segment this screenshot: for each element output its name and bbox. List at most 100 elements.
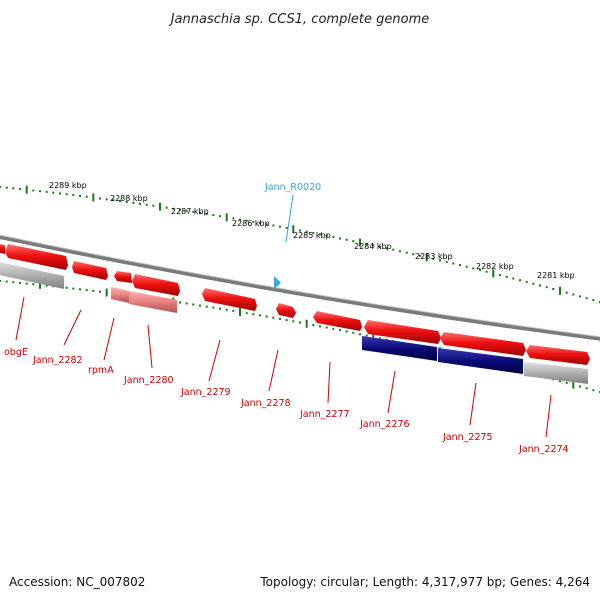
minor-tick	[319, 233, 321, 236]
minor-tick	[292, 320, 295, 323]
minor-tick	[205, 305, 208, 308]
gene-arrow[interactable]	[72, 261, 108, 280]
minor-tick	[105, 198, 108, 201]
minor-tick	[359, 333, 361, 336]
gene-arrow[interactable]	[114, 271, 132, 283]
minor-tick	[272, 316, 275, 319]
minor-tick	[279, 317, 281, 320]
gene-arrow[interactable]	[364, 320, 441, 344]
minor-tick	[12, 187, 15, 190]
minor-tick	[585, 387, 588, 390]
minor-tick	[232, 217, 235, 220]
minor-tick	[245, 312, 248, 315]
minor-tick	[272, 224, 275, 227]
minor-tick	[572, 293, 575, 296]
minor-tick	[325, 326, 328, 329]
minor-tick	[399, 250, 401, 253]
minor-tick	[592, 299, 595, 302]
minor-tick	[0, 186, 1, 188]
minor-tick	[339, 329, 341, 332]
minor-tick	[259, 222, 261, 225]
minor-tick	[465, 265, 468, 268]
outer-scale-ticks	[0, 185, 600, 303]
genome-summary-text: Topology: circular; Length: 4,317,977 bp…	[259, 575, 590, 589]
gene-label: Jann_2276	[359, 419, 410, 430]
minor-tick	[59, 192, 61, 195]
minor-tick	[99, 290, 101, 293]
rna-feature-marker[interactable]	[274, 276, 281, 289]
gene-arrow[interactable]	[202, 288, 257, 311]
minor-tick	[505, 275, 508, 278]
minor-tick	[332, 327, 335, 330]
major-tick	[572, 380, 575, 389]
minor-tick	[252, 313, 255, 316]
minor-tick	[352, 331, 355, 334]
minor-tick	[485, 270, 488, 273]
minor-tick	[365, 334, 368, 337]
minor-tick	[232, 309, 235, 312]
scale-label: 2281 kbp	[537, 271, 575, 280]
gene-bar-light[interactable]	[111, 287, 129, 303]
minor-tick	[119, 200, 121, 202]
gene-bar-grey[interactable]	[524, 362, 588, 384]
minor-tick	[65, 193, 68, 196]
gene-bar-blue[interactable]	[438, 348, 523, 374]
gene-arrow[interactable]	[526, 345, 590, 365]
major-tick	[559, 286, 561, 295]
minor-tick	[239, 218, 241, 221]
minor-tick	[99, 197, 101, 200]
minor-tick	[452, 262, 455, 265]
gene-bar-blue[interactable]	[362, 336, 437, 361]
gene-arrow[interactable]	[0, 243, 5, 254]
minor-tick	[5, 280, 8, 283]
minor-tick	[312, 232, 315, 235]
minor-tick	[459, 264, 461, 267]
major-tick	[239, 308, 241, 316]
minor-tick	[579, 385, 581, 388]
minor-tick	[265, 223, 268, 226]
minor-tick	[25, 282, 28, 285]
minor-tick	[352, 240, 355, 243]
major-tick	[159, 202, 161, 211]
minor-tick	[219, 307, 221, 310]
minor-tick	[565, 381, 568, 384]
genome-backbone-highlight	[0, 234, 600, 338]
major-tick	[372, 332, 375, 341]
gene-labels: obgE Jann_2282 rpmA Jann_2280 Jann_2279 …	[4, 347, 569, 455]
rna-label: Jann_R0020	[264, 182, 321, 193]
gene-bar-light[interactable]	[129, 291, 177, 313]
major-tick	[492, 269, 495, 278]
major-tick	[359, 238, 361, 247]
gene-arrow[interactable]	[132, 274, 180, 296]
minor-tick	[152, 204, 155, 207]
minor-tick	[279, 225, 281, 228]
minor-tick	[112, 199, 115, 202]
minor-tick	[185, 302, 188, 305]
minor-tick	[145, 203, 148, 206]
minor-tick	[512, 277, 515, 280]
minor-tick	[185, 209, 188, 212]
gene-arrow[interactable]	[440, 332, 526, 356]
minor-tick	[385, 247, 388, 250]
minor-tick	[39, 190, 41, 193]
minor-tick	[592, 389, 595, 392]
rna-leader-line	[285, 194, 294, 243]
gene-label: Jann_2280	[123, 375, 174, 386]
minor-tick	[199, 211, 201, 214]
minor-tick	[139, 202, 141, 205]
minor-tick	[532, 282, 535, 285]
minor-tick	[72, 287, 75, 290]
minor-tick	[519, 279, 521, 282]
gene-bar-grey[interactable]	[0, 261, 64, 289]
minor-tick	[32, 283, 35, 286]
gene-track-upper	[0, 243, 590, 365]
gene-arrow[interactable]	[276, 303, 296, 318]
major-tick	[25, 185, 28, 194]
scale-label: 2288 kbp	[110, 194, 148, 203]
gene-arrow[interactable]	[5, 244, 68, 270]
minor-tick	[45, 284, 48, 287]
gene-arrow[interactable]	[313, 311, 362, 331]
minor-tick	[432, 257, 435, 260]
minor-tick	[19, 281, 21, 284]
